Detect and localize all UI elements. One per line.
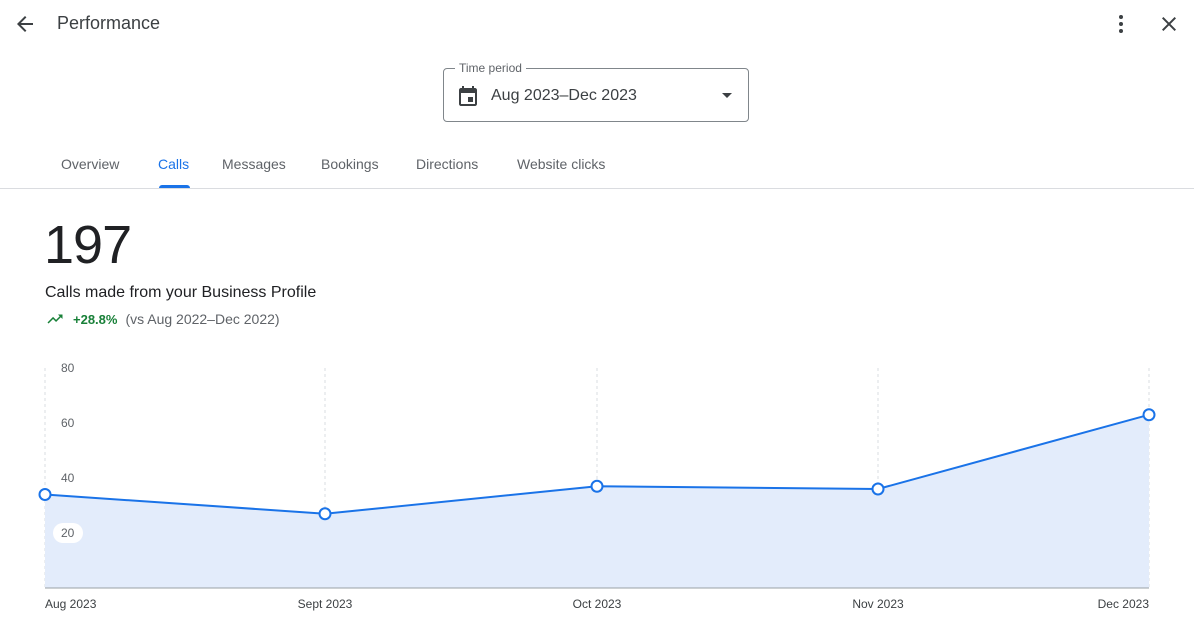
tab-directions[interactable]: Directions [416, 156, 479, 172]
x-tick-label: Oct 2023 [573, 597, 622, 611]
tab-overview[interactable]: Overview [61, 156, 120, 172]
page-title: Performance [57, 13, 161, 33]
data-point [871, 482, 885, 496]
x-tick-label: Dec 2023 [1098, 597, 1150, 611]
y-tick-label: 60 [61, 416, 75, 430]
close-icon [1162, 17, 1176, 31]
top-bar: Performance [0, 0, 1194, 48]
data-point [38, 488, 52, 501]
metric-description: Calls made from your Business Profile [45, 284, 317, 301]
trending-up-icon [47, 314, 63, 324]
metric-tabs: Overview Calls Messages Bookings Directi… [0, 140, 1194, 189]
time-period-select[interactable]: Time period Aug 2023–Dec 2023 [443, 61, 749, 122]
tab-bookings[interactable]: Bookings [321, 156, 379, 172]
more-options-button[interactable] [1103, 6, 1139, 42]
active-tab-indicator [159, 185, 190, 188]
y-tick-label: 20 [61, 526, 75, 540]
x-tick-label: Nov 2023 [852, 597, 904, 611]
tab-website-clicks[interactable]: Website clicks [517, 156, 606, 172]
y-tick-label: 40 [61, 471, 75, 485]
area-fill [45, 414, 1149, 588]
data-point [590, 479, 604, 493]
back-button[interactable] [7, 6, 43, 42]
arrow-drop-down-icon [722, 93, 732, 98]
x-tick-label: Aug 2023 [45, 597, 97, 611]
y-tick-label: 80 [61, 361, 75, 375]
arrow-back-icon [17, 16, 33, 32]
more-vert-icon [1119, 15, 1123, 33]
calendar-icon [459, 86, 477, 106]
close-button[interactable] [1151, 6, 1187, 42]
tab-calls[interactable]: Calls [158, 156, 190, 172]
metric-comparison: (vs Aug 2022–Dec 2022) [125, 311, 280, 327]
metric-trend: +28.8% (vs Aug 2022–Dec 2022) [45, 310, 280, 328]
tab-messages[interactable]: Messages [222, 156, 286, 172]
calls-chart: 20 40 60 80 Aug 2023 Sept 2023 Oct 2023 Nov 202… [38, 361, 1156, 611]
data-point [1142, 408, 1156, 422]
y-tick-label-bg [53, 523, 83, 543]
metric-change: +28.8% [73, 311, 118, 327]
data-point [318, 507, 332, 521]
time-period-value: Aug 2023–Dec 2023 [491, 87, 637, 104]
time-period-label: Time period [455, 61, 526, 75]
metric-total: 197 [44, 215, 132, 275]
x-tick-label: Sept 2023 [298, 597, 353, 611]
